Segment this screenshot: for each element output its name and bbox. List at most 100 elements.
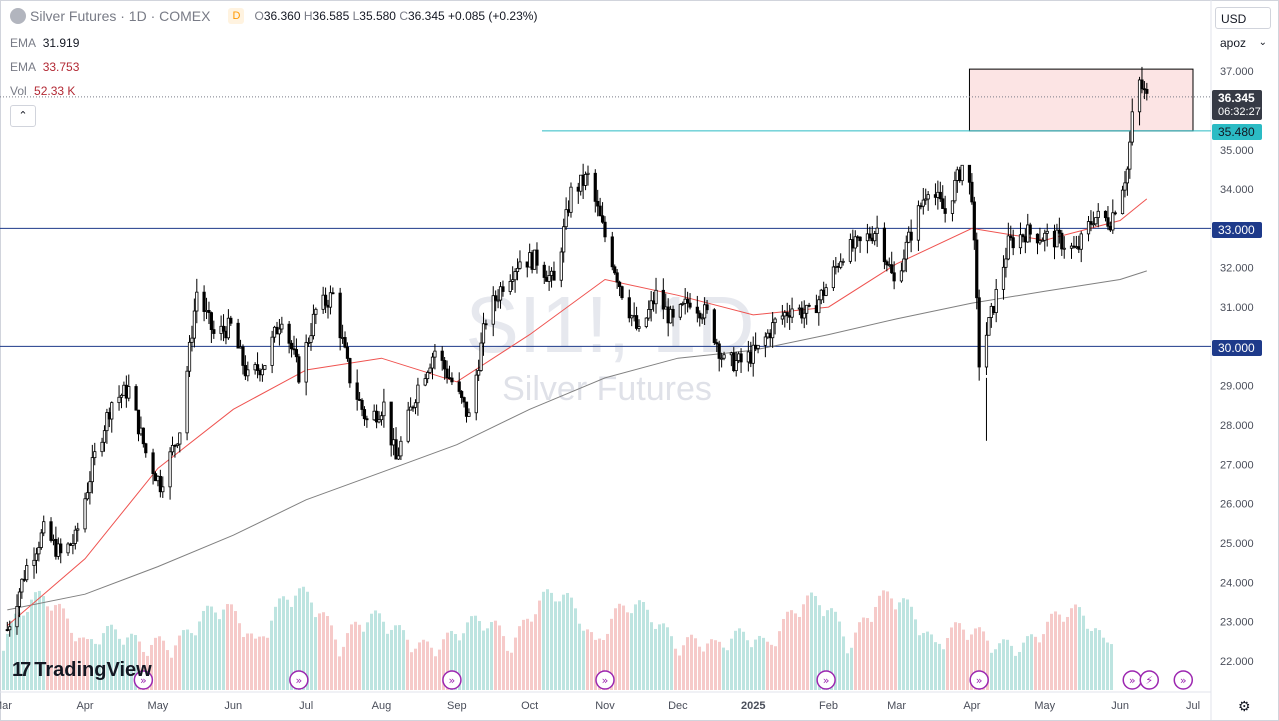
y-tick-label: 23.000 [1220,617,1254,629]
candle [396,447,401,460]
candle-body-up [73,529,77,544]
volume-bar [790,610,793,690]
volume-bar [442,639,445,690]
candle [185,365,189,441]
candle [141,427,145,448]
symbol-title[interactable]: Silver Futures · 1D · COMEX [30,8,211,24]
volume-bar [54,605,57,690]
volume-bar [870,621,873,690]
volume-bar [778,631,781,690]
watermark-symbol: SI1!, 1D [465,280,754,369]
candle-body-up [311,313,316,337]
candle [720,352,724,368]
candle-body-down [348,358,352,384]
candle [151,448,155,485]
candle-body-down [345,346,350,359]
candle-body-down [785,312,789,317]
candle [620,285,624,300]
candle-body-up [773,318,777,324]
candle [593,169,597,213]
candle [596,189,600,217]
volume-bar [514,637,517,690]
candle-body-up [1038,240,1042,244]
legend-volume[interactable]: Vol 52.33 K [10,84,76,98]
candle [600,202,605,224]
x-tick-label: Mar [0,700,12,712]
candle-body-up [416,384,420,404]
candle [975,232,979,310]
candle-body-up [853,236,857,249]
candle [355,369,359,411]
volume-bar [834,611,837,690]
volume-bar [650,622,653,690]
volume-bar [1010,645,1013,690]
candle-body-up [703,304,707,319]
volume-bar [386,633,389,690]
tradingview-logo[interactable]: 17 TradingView [12,659,152,682]
scale-mode-select[interactable]: apoz ⌄ [1215,32,1271,54]
candle [494,290,498,312]
volume-bar [42,596,45,690]
candle-body-down [445,368,449,379]
candle-body-up [90,457,94,483]
volume-bar [2,650,5,690]
candle [331,287,335,295]
volume-bar [306,591,309,690]
candle [1079,231,1083,263]
candle [236,318,240,349]
event-marker-icon [1139,670,1160,690]
candle-body-up [270,336,274,366]
candle [379,411,384,426]
event-arrow-icon: » [295,674,302,687]
candle-body-down [365,418,369,421]
volume-bar [226,604,229,690]
candle-body-up [824,287,828,296]
volume-bar [66,618,69,690]
candle-body-up [498,286,503,301]
volume-bar [814,596,817,690]
candle-body-up [110,402,114,420]
currency-select[interactable]: USD [1215,7,1271,29]
candle-body-down [501,286,505,292]
candle-body-down [542,264,546,278]
candle-body-up [1120,189,1125,215]
volume-bar [402,630,405,690]
volume-bar [774,646,777,690]
candle-body-up [700,317,704,320]
candle [479,332,483,372]
candle [102,425,107,452]
volume-bar [14,613,17,690]
candle-body-up [496,299,500,302]
candle [406,401,410,444]
candle [1094,217,1098,227]
volume-bar [558,601,561,690]
candle-body-down [1057,229,1061,234]
candle [246,361,250,382]
candle [375,404,379,429]
volume-bar [978,627,981,690]
collapse-legend-button[interactable]: ⌃ [10,105,36,127]
legend-ema-fast[interactable]: EMA 33.753 [10,60,80,74]
event-marker-icon [816,670,836,690]
candle-body-up [277,328,282,335]
candle-body-up [1001,266,1006,290]
candle [73,525,77,550]
candle [178,432,182,453]
candle-body-up [1045,230,1049,234]
volume-bar [302,586,305,690]
candle-body-down [144,443,148,454]
gear-icon[interactable]: ⚙ [1238,698,1251,714]
candle-body-down [1106,217,1110,227]
candle-body-down [1009,235,1013,239]
legend-ema-slow[interactable]: EMA 31.919 [10,36,80,50]
candle [559,247,563,288]
candle-body-down [705,304,709,311]
x-tick-label: Nov [595,700,615,712]
candle [477,359,481,382]
candle [221,314,226,342]
candle-body-up [1130,111,1134,143]
candle [399,436,403,461]
candle-body-up [1040,239,1044,242]
symbol-header[interactable]: Silver Futures · 1D · COMEX D O36.360 H3… [10,8,537,24]
